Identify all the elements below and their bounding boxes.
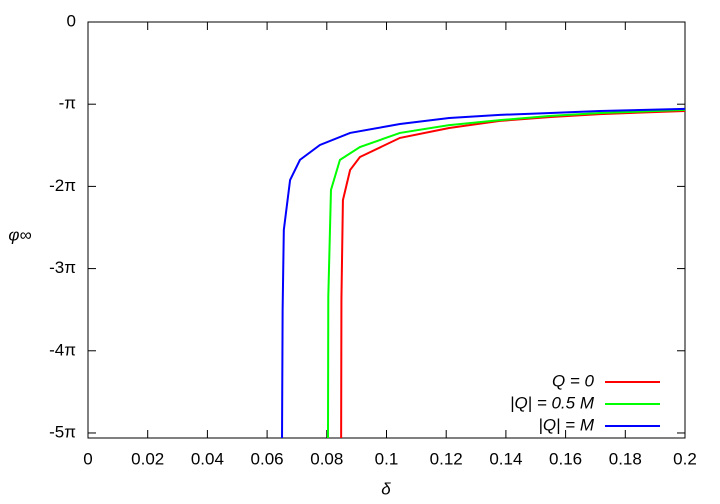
x-tick-label: 0.18: [609, 449, 642, 468]
x-axis-label: δ: [381, 479, 391, 498]
y-tick-label: -3π: [49, 258, 76, 277]
x-tick-label: 0: [83, 449, 92, 468]
plot-frame: [87, 21, 686, 439]
x-tick-label: 0.16: [549, 449, 582, 468]
legend-label: |Q| = 0.5 M: [510, 393, 595, 412]
legend-label: Q = 0: [552, 371, 595, 390]
y-axis-label: φ∞: [8, 225, 31, 244]
y-tick-label: -5π: [49, 422, 76, 441]
x-tick-label: 0.12: [430, 449, 463, 468]
series-line: [340, 109, 685, 438]
x-tick-label: 0.1: [375, 449, 399, 468]
y-tick-label: -π: [59, 94, 76, 113]
y-tick-label: 0: [67, 11, 76, 30]
x-tick-label: 0.14: [489, 449, 522, 468]
y-tick-label: -2π: [49, 176, 76, 195]
series-line: [326, 108, 685, 438]
x-tick-label: 0.04: [191, 449, 224, 468]
x-tick-label: 0.2: [673, 449, 697, 468]
x-tick-label: 0.06: [251, 449, 284, 468]
x-tick-label: 0.02: [131, 449, 164, 468]
y-tick-label: -4π: [49, 340, 76, 359]
x-tick-label: 0.08: [310, 449, 343, 468]
series-line: [281, 107, 685, 438]
legend-label: |Q| = M: [538, 415, 594, 434]
